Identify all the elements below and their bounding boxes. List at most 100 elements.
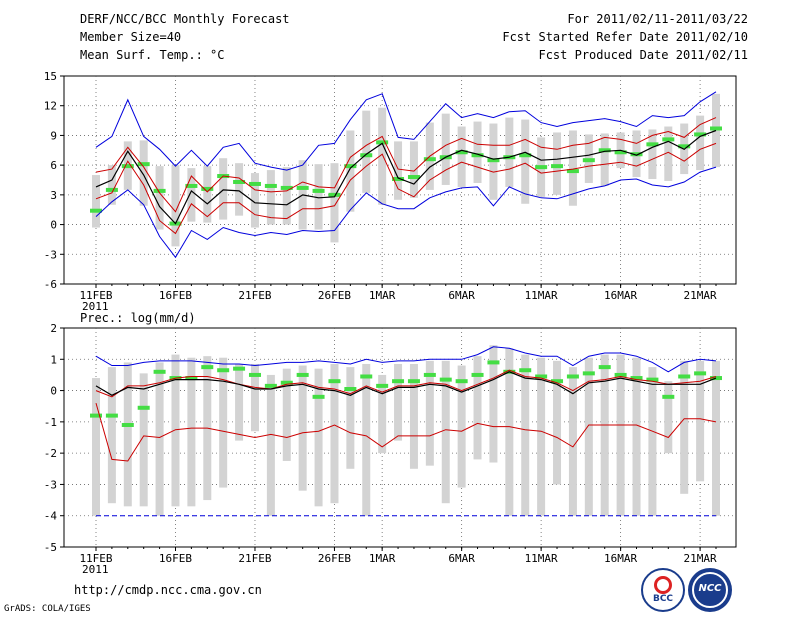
prec-observation-mark — [105, 413, 118, 418]
prec-observation-mark — [137, 405, 150, 410]
temp-range-bar — [521, 119, 530, 204]
grads-credit: GrADS: COLA/IGES — [4, 604, 91, 614]
temp-x-tick-label: 21MAR — [684, 289, 717, 302]
prec-range-bar — [92, 378, 100, 516]
prec-range-bar — [648, 367, 657, 516]
source-url[interactable]: http://cmdp.ncc.cma.gov.cn — [74, 583, 262, 597]
temp-observation-mark — [153, 188, 166, 193]
temp-x-tick-label: 16FEB — [159, 289, 192, 302]
prec-observation-mark — [487, 360, 500, 365]
temp-observation-mark — [376, 140, 389, 145]
prec-observation-mark — [423, 372, 436, 377]
prec-x-tick-label: 21FEB — [238, 552, 271, 565]
prec-range-bar — [378, 374, 387, 454]
prec-lower_spread-line — [95, 402, 717, 462]
prec-range-bar — [568, 367, 577, 516]
prec-x-tick-label: 1MAR — [369, 552, 396, 565]
prec-range-bar — [298, 365, 307, 491]
temp-observation-mark — [280, 185, 293, 190]
prec-range-bar — [266, 374, 275, 516]
prec-observation-mark — [519, 368, 532, 373]
temp-observation-mark — [662, 137, 675, 142]
prec-observation-mark — [566, 374, 579, 379]
prec-observation-mark — [471, 372, 484, 377]
temp-range-bar — [362, 110, 371, 193]
ncc-logo: NCC — [688, 568, 732, 612]
prec-y-tick-label: -1 — [44, 416, 57, 429]
prec-observation-mark — [217, 368, 230, 373]
prec-range-bar — [553, 360, 562, 485]
prec-panel: -5 -4 -3 -2 -1 0 1 2 11FEB 16FEB 21FEB 26FEB 1MAR 6MA… — [44, 322, 737, 576]
temp-frame — [63, 75, 737, 285]
bcc-logo-text: BCC — [652, 594, 674, 604]
temp-y-tick-label: -6 — [44, 278, 57, 291]
prec-observation-mark — [392, 379, 405, 384]
temp-x-tick-label: 11MAR — [525, 289, 558, 302]
temp-observation-mark — [471, 153, 484, 158]
prec-range-bar — [600, 354, 609, 516]
prec-x-tick-label: 6MAR — [448, 552, 475, 565]
prec-range-bar — [537, 357, 546, 516]
temp-observation-mark — [360, 153, 373, 158]
temp-observation-mark — [694, 132, 707, 137]
prec-x-tick-label: 11FEB — [79, 552, 112, 565]
prec-observation-mark — [280, 380, 293, 385]
temp-observation-mark — [407, 175, 420, 180]
temp-range-bar — [187, 168, 196, 222]
prec-range-bar — [314, 368, 323, 507]
prec-x-tick-label: 16MAR — [604, 552, 637, 565]
prec-range-bar — [219, 357, 228, 488]
bcc-emblem-icon — [654, 576, 672, 594]
temp-y-tick-label: 3 — [50, 189, 57, 202]
temp-range-bar — [139, 140, 148, 206]
prec-observation-mark — [598, 365, 611, 370]
prec-y-tick-label: -2 — [44, 447, 57, 460]
prec-y-tick-label: -3 — [44, 478, 57, 491]
prec-observation-mark — [328, 379, 341, 384]
temp-range-bar — [696, 115, 705, 171]
temp-observation-mark — [121, 164, 134, 169]
temp-mean-line — [95, 129, 717, 225]
temp-observation-mark — [614, 150, 627, 155]
temp-observation-mark — [710, 126, 722, 131]
temp-y-tick-label: 15 — [44, 70, 57, 83]
prec-observation-mark — [662, 394, 675, 399]
prec-range-bar — [362, 363, 371, 516]
forecast-period: For 2011/02/11-2011/03/22 — [567, 12, 748, 26]
prec-y-tick-label: -5 — [44, 541, 57, 554]
prec-observation-mark — [710, 376, 722, 381]
temp-y-tick-label: -3 — [44, 248, 57, 261]
prec-y-tick-label: -4 — [44, 510, 58, 523]
prec-range-bar — [394, 363, 403, 441]
prec-range-bar — [584, 357, 593, 516]
globe-icon — [692, 572, 728, 608]
prec-observation-mark — [694, 371, 707, 376]
temp-range-bar — [457, 126, 466, 187]
prec-observation-mark — [248, 372, 261, 377]
temp-range-bar — [409, 141, 418, 198]
temp-range-bar — [664, 126, 673, 181]
prec-observation-mark — [582, 371, 595, 376]
prec-observation-mark — [439, 377, 452, 382]
prec-range-bar — [441, 360, 450, 504]
prec-observation-mark — [153, 369, 166, 374]
prec-observation-mark — [233, 366, 246, 371]
temp-y-tick-label: 12 — [44, 100, 57, 113]
temp-range-bar — [282, 167, 291, 225]
produced-date: Fcst Produced Date 2011/02/11 — [538, 48, 748, 62]
prec-observation-mark — [121, 422, 134, 427]
temp-observation-mark — [185, 183, 198, 188]
bcc-logo: BCC — [641, 568, 685, 612]
temp-observation-mark — [264, 183, 277, 188]
prec-range-bar — [282, 368, 291, 461]
prec-range-bar — [346, 367, 355, 469]
refer-date: Fcst Started Refer Date 2011/02/10 — [502, 30, 748, 44]
temp-observation-mark — [344, 164, 357, 169]
prec-range-bar — [139, 373, 148, 507]
temp-year-label: 2011 — [82, 300, 109, 313]
temp-upper_spread-line — [95, 117, 717, 213]
prec-range-bar — [632, 357, 641, 516]
prec-range-bar — [425, 360, 434, 466]
temp-observation-mark — [598, 148, 611, 153]
temp-observation-mark — [582, 158, 595, 163]
